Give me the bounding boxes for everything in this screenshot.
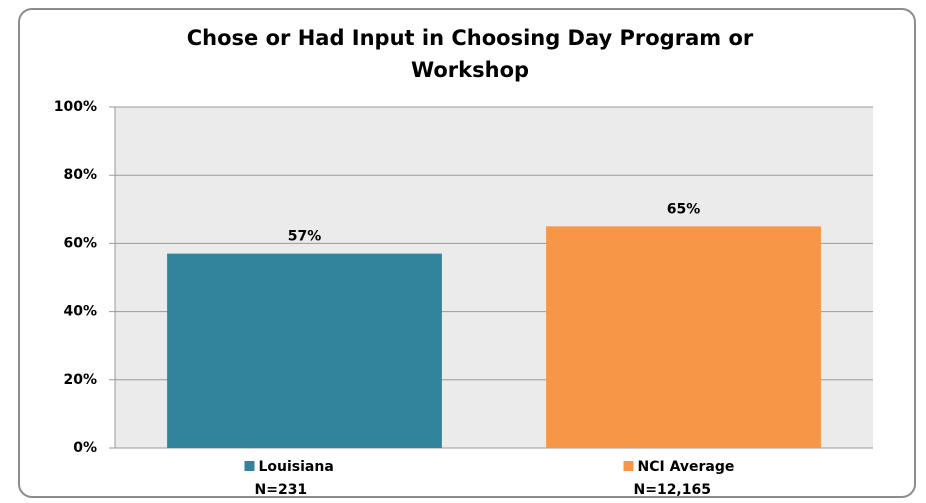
data-label: 65% bbox=[667, 201, 701, 217]
y-tick-label: 20% bbox=[63, 372, 97, 388]
chart-title: Chose or Had Input in Choosing Day Progr… bbox=[186, 26, 754, 82]
y-tick-label: 40% bbox=[63, 304, 97, 320]
bar bbox=[546, 226, 821, 448]
sample-size: N=231 bbox=[255, 482, 308, 498]
y-tick-label: 80% bbox=[63, 167, 97, 183]
x-tick-label: NCI Average bbox=[638, 459, 735, 475]
chart-frame bbox=[18, 8, 916, 498]
data-label: 57% bbox=[288, 229, 322, 245]
x-tick-label: Louisiana bbox=[259, 459, 334, 475]
y-tick-label: 60% bbox=[63, 235, 97, 251]
legend-swatch bbox=[623, 461, 634, 471]
legend-swatch bbox=[244, 461, 255, 471]
sample-size: N=12,165 bbox=[634, 482, 711, 498]
y-tick-label: 0% bbox=[73, 440, 97, 456]
y-tick-label: 100% bbox=[54, 99, 97, 115]
bar bbox=[167, 253, 442, 448]
